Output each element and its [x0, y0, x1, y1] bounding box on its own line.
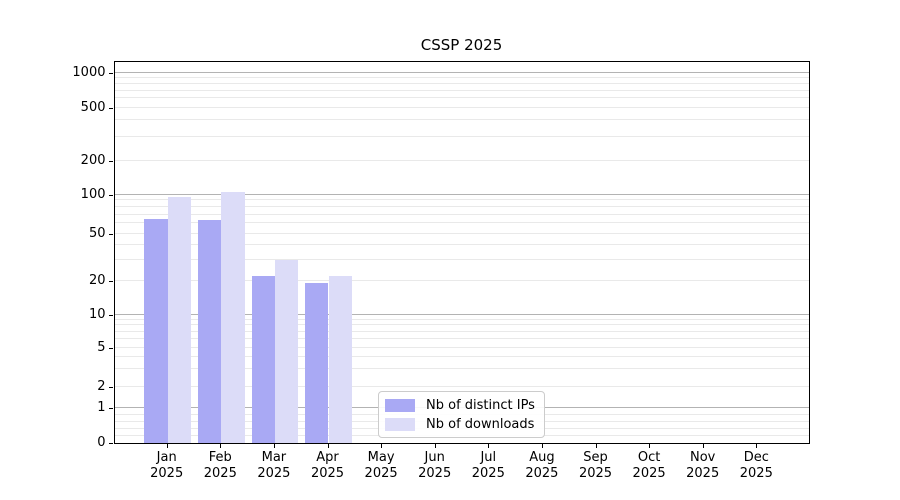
y-gridline-minor — [114, 76, 809, 78]
y-gridline — [114, 385, 809, 387]
y-gridline-minor — [114, 258, 809, 260]
x-axis-tick-label: Mar 2025 — [257, 450, 291, 481]
legend-label-distinct-ips: Nb of distinct IPs — [426, 397, 535, 413]
x-axis-tick — [327, 444, 329, 448]
y-gridline-minor — [114, 206, 809, 208]
x-axis-tick — [166, 444, 168, 448]
y-gridline-minor — [114, 330, 809, 332]
x-axis-tick-label: Sep 2025 — [578, 450, 613, 481]
legend-swatch-downloads-icon — [385, 417, 415, 431]
y-gridline-minor — [114, 337, 809, 339]
bar-distinct-ips-mar — [251, 275, 275, 443]
plot-area — [113, 61, 810, 444]
chart-title: CSSP 2025 — [420, 36, 503, 54]
y-gridline-major — [114, 193, 809, 195]
y-gridline-minor — [114, 368, 809, 370]
legend-item-downloads: Nb of downloads — [385, 417, 536, 432]
x-axis-tick-label: Jul 2025 — [471, 450, 505, 481]
y-gridline-minor — [114, 136, 809, 137]
x-axis-tick — [434, 444, 436, 448]
x-axis-tick-label: Jun 2025 — [418, 450, 452, 481]
y-gridline — [114, 159, 809, 161]
y-gridline-minor — [114, 243, 809, 245]
y-axis-tick-label: 500 — [80, 99, 106, 115]
y-gridline-minor — [114, 222, 809, 224]
y-gridline-major — [114, 313, 809, 315]
y-axis-tick-label: 2 — [97, 378, 106, 394]
y-gridline — [114, 279, 809, 281]
bar-distinct-ips-apr — [305, 283, 329, 443]
y-axis-tick — [109, 233, 113, 235]
y-axis-tick — [109, 107, 113, 109]
x-axis-tick-label: Apr 2025 — [310, 450, 345, 481]
bar-distinct-ips-feb — [197, 219, 222, 443]
legend-swatch-distinct-ips-icon — [385, 398, 415, 412]
y-axis-tick-label: 20 — [88, 272, 106, 288]
x-axis-tick — [381, 444, 383, 448]
y-axis-tick-label: 5 — [97, 339, 106, 355]
y-gridline-minor — [114, 199, 809, 201]
x-axis-tick — [488, 444, 490, 448]
y-gridline-minor — [114, 82, 809, 84]
y-axis-tick — [109, 386, 113, 388]
x-axis-tick-label: Dec 2025 — [739, 450, 773, 481]
bar-downloads-mar — [274, 259, 299, 443]
y-axis-tick-label: 1 — [97, 399, 106, 415]
x-axis-tick — [595, 444, 597, 448]
y-gridline-minor — [114, 119, 809, 121]
y-axis-tick — [109, 160, 113, 162]
y-axis-tick-label: 1000 — [72, 64, 106, 80]
y-axis-tick — [109, 407, 113, 409]
bar-downloads-apr — [328, 275, 352, 443]
x-axis-tick-label: Oct 2025 — [632, 450, 666, 481]
x-axis-tick — [649, 444, 651, 448]
x-axis-tick-label: Jan 2025 — [150, 450, 184, 481]
x-axis-tick — [756, 444, 758, 448]
y-gridline — [114, 106, 809, 108]
y-axis-tick-label: 0 — [97, 435, 106, 450]
y-axis-tick — [109, 443, 113, 444]
chart-legend: Nb of distinct IPs Nb of downloads — [378, 391, 545, 438]
x-axis-tick-label: Nov 2025 — [686, 450, 720, 481]
legend-item-distinct-ips: Nb of distinct IPs — [385, 398, 536, 413]
y-gridline-minor — [114, 97, 809, 99]
bar-downloads-feb — [221, 192, 245, 443]
y-gridline-minor — [114, 324, 809, 326]
y-gridline-minor — [114, 213, 809, 215]
bar-downloads-jan — [167, 197, 192, 443]
y-gridline — [114, 232, 809, 234]
x-axis-tick-label: Aug 2025 — [525, 450, 559, 481]
y-axis-tick — [109, 194, 113, 196]
y-gridline-minor — [114, 356, 809, 357]
y-axis-tick — [109, 72, 113, 74]
y-axis-tick-label: 100 — [80, 186, 106, 202]
x-axis-tick — [541, 444, 543, 448]
x-axis-tick — [702, 444, 704, 448]
y-axis-tick — [109, 347, 113, 349]
legend-label-downloads: Nb of downloads — [426, 416, 535, 432]
y-gridline — [114, 346, 809, 348]
y-axis-tick-label: 50 — [88, 225, 106, 241]
y-axis-tick-label: 200 — [80, 152, 106, 168]
bar-distinct-ips-jan — [144, 218, 168, 443]
y-axis-tick — [109, 280, 113, 282]
y-gridline-major — [114, 71, 809, 73]
y-axis-tick-label: 10 — [88, 306, 106, 322]
x-axis-tick — [273, 444, 275, 448]
x-axis-tick — [220, 444, 222, 448]
y-axis-tick — [109, 314, 113, 316]
x-axis-tick-label: Feb 2025 — [203, 450, 237, 481]
y-gridline-minor — [114, 89, 809, 91]
x-axis-tick-label: May 2025 — [364, 450, 398, 481]
y-gridline-minor — [114, 318, 809, 320]
